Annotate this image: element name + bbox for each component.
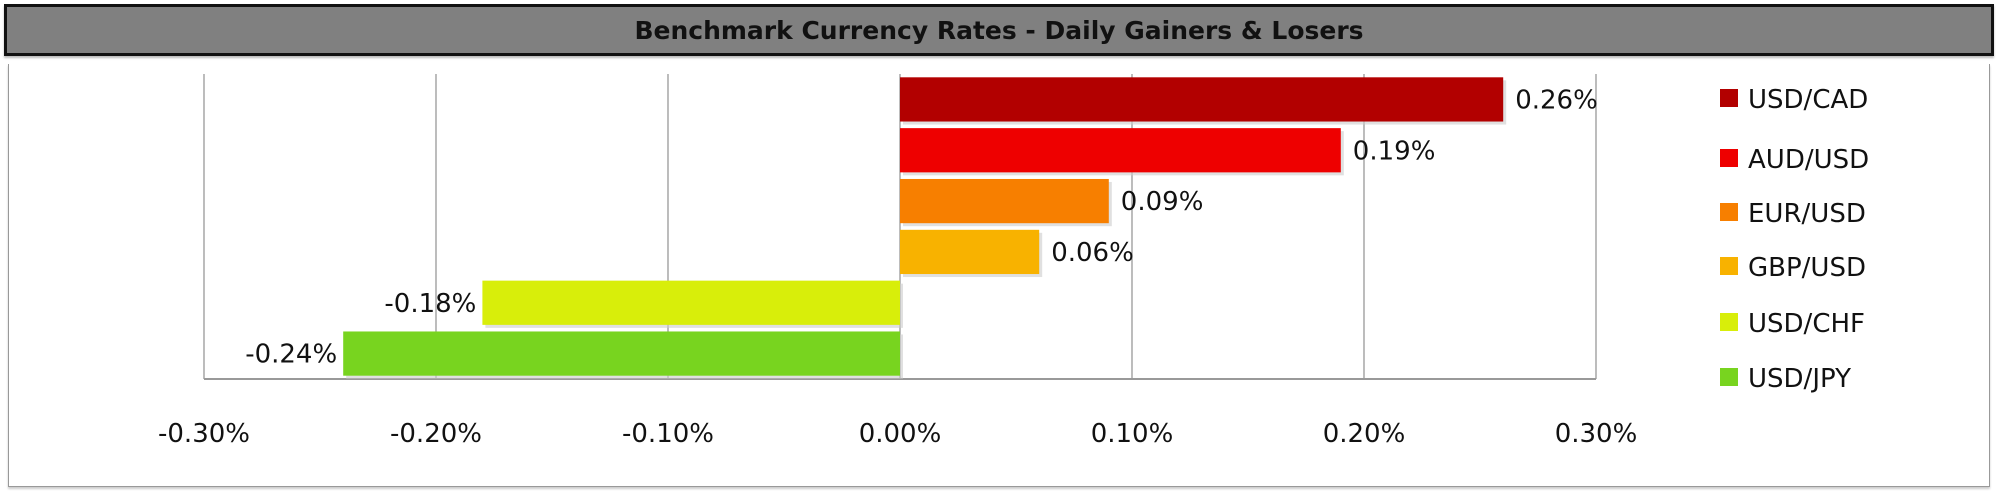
legend-swatch [1720,368,1738,386]
legend-label: AUD/USD [1748,145,1869,175]
legend-swatch [1720,313,1738,331]
bar-eur-usd [900,178,1109,224]
legend-label: USD/JPY [1748,364,1851,394]
legend-swatch [1720,89,1738,107]
legend-swatch [1720,257,1738,275]
data-label: 0.19% [1353,136,1436,166]
bar-usd-jpy [343,331,900,376]
chart-title-bar: Benchmark Currency Rates - Daily Gainers… [4,4,1994,56]
legend-label: GBP/USD [1748,253,1866,283]
bar-usd-chf [482,280,900,325]
legend-label: EUR/USD [1748,199,1866,229]
x-tick-label: 0.30% [1555,419,1638,449]
bar-usd-cad [900,77,1504,122]
legend-label: USD/CHF [1748,309,1865,339]
data-label: 0.26% [1515,85,1598,115]
x-tick-label: 0.10% [1091,419,1174,449]
x-tick-label: 0.00% [859,419,942,449]
data-label: -0.18% [384,289,476,319]
data-label: 0.09% [1121,187,1204,217]
bar-aud-usd [900,128,1341,173]
chart-title: Benchmark Currency Rates - Daily Gainers… [634,15,1364,45]
legend-swatch [1720,149,1738,167]
x-tick-label: -0.30% [158,419,250,449]
data-label: -0.24% [245,340,337,370]
chart-area [8,64,1990,487]
x-tick-label: 0.20% [1323,419,1406,449]
data-label: 0.06% [1051,238,1134,268]
x-tick-label: -0.20% [390,419,482,449]
legend-label: USD/CAD [1748,85,1868,115]
legend-swatch [1720,203,1738,221]
x-tick-label: -0.10% [622,419,714,449]
bar-gbp-usd [900,229,1040,275]
